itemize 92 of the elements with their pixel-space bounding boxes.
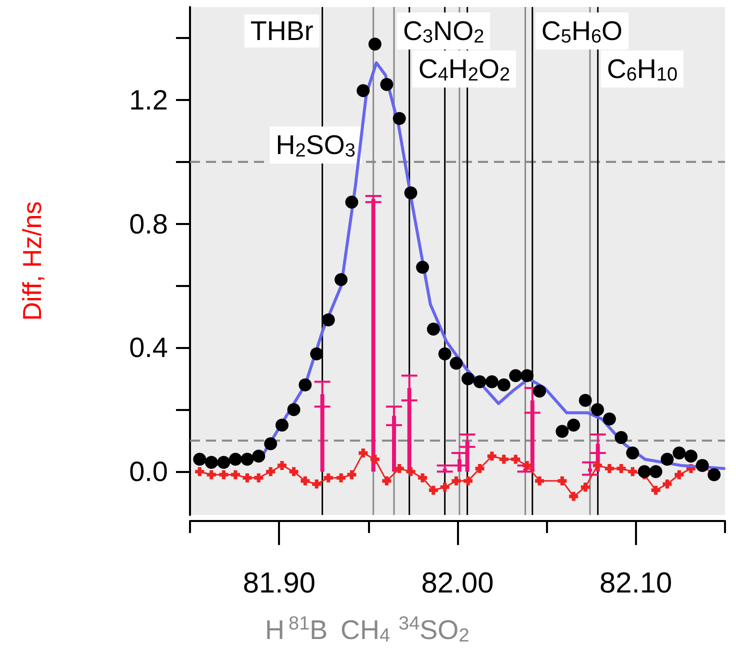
- point: [614, 431, 628, 444]
- point: [464, 476, 473, 486]
- point: [591, 403, 604, 416]
- point: [230, 470, 240, 480]
- point: [195, 467, 204, 476]
- point: [475, 464, 484, 474]
- point: [578, 394, 592, 407]
- ref-line-label: THBr: [250, 16, 314, 46]
- point: [206, 470, 216, 480]
- point: [370, 454, 380, 464]
- point: [638, 465, 651, 478]
- point: [556, 424, 569, 438]
- y-axis-title: Diff, Hz/ns: [17, 201, 47, 321]
- point: [204, 456, 218, 469]
- point: [300, 476, 310, 486]
- x-tick-label: 82.00: [421, 568, 494, 600]
- point: [535, 476, 544, 486]
- point: [266, 467, 276, 476]
- point: [324, 473, 333, 482]
- point: [240, 452, 254, 466]
- point: [604, 464, 614, 474]
- point: [509, 369, 522, 382]
- point: [473, 375, 486, 388]
- point: [193, 452, 206, 466]
- point: [416, 260, 430, 274]
- point: [511, 454, 520, 464]
- point: [602, 412, 616, 426]
- point: [567, 418, 580, 432]
- point: [672, 446, 686, 460]
- point: [347, 470, 356, 480]
- point: [651, 486, 660, 495]
- point: [592, 460, 602, 470]
- point: [217, 456, 230, 469]
- point: [674, 470, 684, 480]
- point: [662, 480, 672, 489]
- point: [452, 476, 461, 486]
- point: [440, 482, 450, 492]
- point: [382, 476, 392, 486]
- x-tick-label: 81.90: [242, 568, 316, 600]
- x-tick-label: 82.10: [600, 568, 672, 600]
- point: [252, 450, 266, 463]
- point: [499, 454, 508, 464]
- point: [406, 467, 416, 476]
- point: [219, 470, 228, 480]
- text: H: [265, 615, 284, 645]
- point: [626, 446, 640, 460]
- point: [649, 465, 662, 478]
- point: [487, 452, 496, 461]
- y-tick-label: 0.4: [129, 332, 168, 364]
- point: [298, 378, 312, 392]
- point: [426, 322, 440, 336]
- point: [533, 384, 546, 398]
- y-tick-label: 1.2: [129, 84, 168, 116]
- point: [242, 473, 252, 482]
- point: [558, 476, 567, 486]
- point: [660, 452, 674, 466]
- point: [345, 196, 358, 209]
- point: [358, 448, 368, 458]
- point: [334, 273, 348, 286]
- point: [310, 347, 324, 360]
- point: [497, 378, 510, 392]
- point: [276, 418, 289, 432]
- point: [394, 464, 404, 474]
- point: [450, 356, 463, 370]
- point: [616, 464, 626, 474]
- point: [287, 403, 300, 416]
- y-tick-label: 0.0: [129, 456, 168, 488]
- point: [380, 78, 394, 91]
- point: [312, 480, 322, 489]
- point: [254, 473, 264, 482]
- point: [485, 375, 498, 388]
- point: [428, 486, 438, 495]
- point: [336, 473, 346, 482]
- point: [264, 437, 278, 450]
- point: [580, 482, 590, 492]
- point: [228, 452, 242, 466]
- point: [289, 467, 298, 476]
- point: [438, 347, 452, 360]
- point: [520, 369, 534, 382]
- point: [392, 112, 406, 126]
- point: [628, 467, 638, 476]
- point: [684, 450, 698, 463]
- point: [462, 372, 475, 386]
- point: [569, 492, 578, 501]
- point: [278, 460, 287, 470]
- point: [368, 38, 382, 51]
- point: [522, 460, 532, 470]
- point: [404, 186, 418, 200]
- point: [356, 84, 370, 98]
- point: [418, 473, 428, 482]
- y-tick-label: 0.8: [129, 208, 168, 240]
- point: [322, 313, 335, 326]
